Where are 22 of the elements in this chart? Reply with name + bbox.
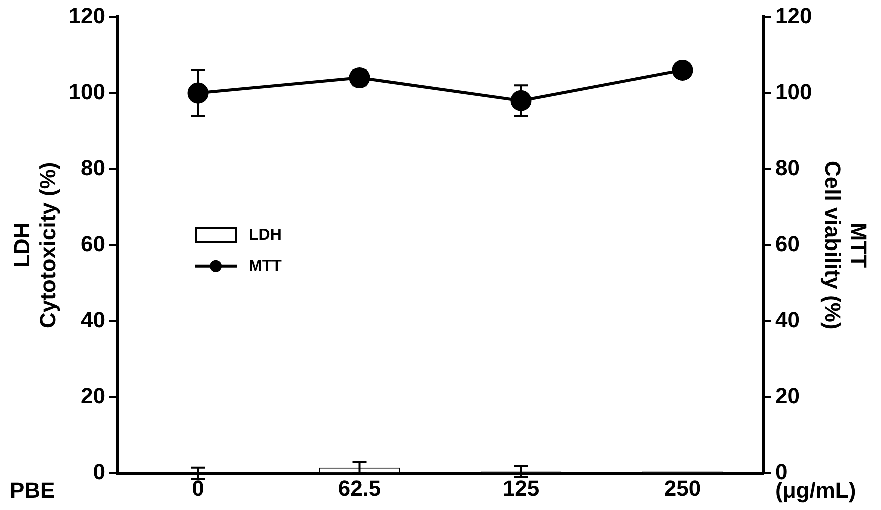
y-tick-label: 100 <box>68 79 106 104</box>
y-tick-label: 60 <box>81 231 106 256</box>
y-tick-label: 0 <box>93 460 106 485</box>
y2-tick-label: 80 <box>775 155 800 180</box>
y-tick-label: 20 <box>81 384 106 409</box>
x-axis-title: PBE <box>10 478 56 504</box>
y-tick-label: 80 <box>81 155 106 180</box>
legend-label: MTT <box>249 258 282 275</box>
y2-tick-label: 20 <box>775 384 800 409</box>
x-tick-label: 250 <box>664 476 702 501</box>
y2-tick-label: 60 <box>775 231 800 256</box>
y2-tick-label: 40 <box>775 308 800 333</box>
x-tick-label: 62.5 <box>338 476 382 501</box>
y2-tick-label: 120 <box>775 3 812 28</box>
x-tick-label: 0 <box>192 476 204 501</box>
y2-tick-label: 100 <box>775 79 812 104</box>
y-tick-label: 40 <box>81 308 106 333</box>
legend-label: LDH <box>249 226 282 244</box>
y2-axis-title: MTT Cell viability (%) <box>820 161 872 330</box>
x-tick-label: 125 <box>502 476 540 501</box>
y-tick-label: 120 <box>68 3 106 28</box>
y-axis-title: LDH Cytotoxicity (%) <box>9 162 61 329</box>
